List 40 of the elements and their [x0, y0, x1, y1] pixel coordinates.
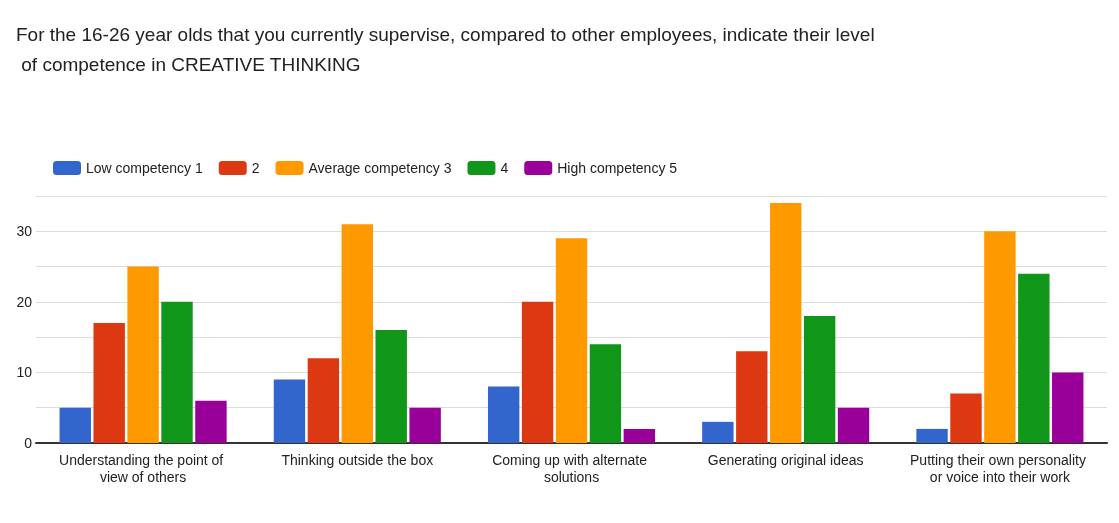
bar — [521, 301, 554, 443]
x-tick-label: Understanding the point of view of others — [59, 451, 228, 485]
chart-title: For the 16-26 year olds that you currently supervise, compared to other employees, indicate their level of competence in CREATIVE THINKING — [16, 23, 875, 75]
bar — [409, 407, 441, 443]
bar — [623, 428, 656, 443]
bar — [487, 386, 520, 443]
bar — [341, 224, 373, 443]
bar — [950, 393, 982, 443]
bar — [702, 421, 734, 443]
y-tick-label: 30 — [16, 223, 33, 240]
legend-label: High competency 5 — [557, 160, 678, 176]
bar — [555, 238, 588, 443]
y-tick-label: 20 — [16, 293, 33, 310]
bar — [307, 358, 340, 443]
bar — [736, 351, 768, 443]
legend-label: Average competency 3 — [308, 160, 452, 176]
bar — [375, 330, 407, 443]
bar — [195, 400, 227, 443]
bar — [93, 323, 125, 443]
bar — [837, 407, 870, 443]
bar — [59, 407, 91, 443]
legend-label: 2 — [251, 160, 260, 176]
x-tick-label: Putting their own personality or voice into their work — [910, 451, 1090, 485]
legend-label: 4 — [500, 160, 509, 176]
bar — [127, 266, 159, 443]
bar — [161, 301, 193, 443]
bar — [803, 315, 836, 443]
bar — [916, 428, 948, 443]
legend-label: Low competency 1 — [86, 160, 203, 176]
bar — [1052, 372, 1084, 443]
y-tick-label: 10 — [16, 364, 33, 381]
bar — [589, 344, 622, 443]
x-tick-label: Generating original ideas — [707, 451, 864, 468]
x-tick-label: Coming up with alternate solutions — [492, 451, 651, 485]
x-tick-label: Thinking outside the box — [281, 451, 434, 468]
bar — [1018, 273, 1050, 443]
bar — [273, 379, 306, 443]
bar — [770, 203, 802, 443]
y-tick-label: 0 — [24, 435, 33, 451]
bar — [984, 231, 1016, 443]
